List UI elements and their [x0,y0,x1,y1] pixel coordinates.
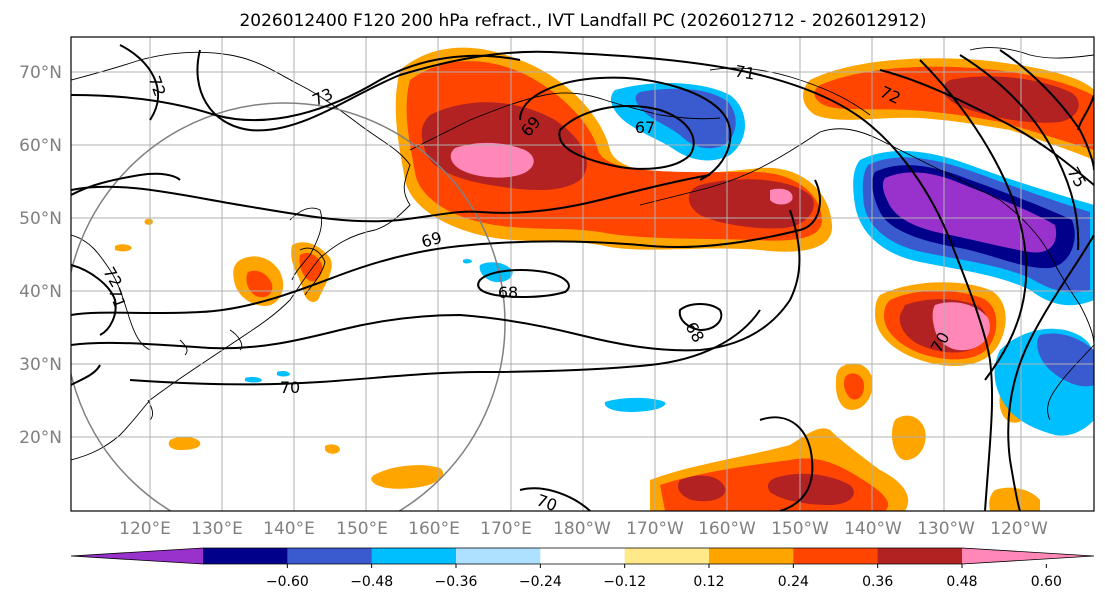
colorbar-tick-label: −0.36 [435,574,478,590]
colorbar-tick-label: 0.36 [862,574,893,590]
lon-label: 160°W [698,519,756,539]
colorbar-extend-max [962,548,1094,564]
negative-anomaly-fields [245,83,1094,436]
lat-label: 60°N [19,136,62,156]
contour-line [71,174,711,223]
colorbar-swatch [624,548,710,564]
colorbar-tick-label: −0.12 [603,574,646,590]
contour-line [477,269,570,298]
colorbar-tick-label: 0.12 [693,574,724,590]
contour-line [71,179,821,316]
contour-line [71,209,801,352]
lon-label: 140°W [844,519,902,539]
lat-label: 30°N [19,355,62,375]
colorbar-swatch [540,548,626,564]
contour-label: 67 [635,118,655,137]
lon-label: 140°E [263,519,315,539]
longitude-labels: 120°E 130°E 140°E 150°E 160°E 170°E 180°… [119,519,1048,539]
contour-label: 68 [498,283,518,302]
lon-label: 150°E [336,519,388,539]
lon-label: 120°E [119,519,171,539]
lon-label: 170°W [626,519,684,539]
contour-line [71,364,101,386]
lon-label: 120°W [990,519,1048,539]
lat-label: 40°N [19,282,62,302]
lon-label: 130°W [917,519,975,539]
colorbar-tick-label: 0.24 [778,574,809,590]
contour-line [759,416,814,511]
contour-label: 69 [419,228,444,252]
lon-label: 160°E [408,519,460,539]
contour-line [919,59,1028,381]
lon-label: 180°W [553,519,611,539]
contour-line [678,303,723,332]
colorbar-swatch [793,548,879,564]
contour-label: 71 [733,61,756,83]
contour-line [558,105,695,170]
lon-label: 150°W [771,519,829,539]
colorbar-swatch [709,548,794,564]
contour-line [71,54,521,122]
lon-label: 170°E [480,519,532,539]
colorbar-swatch [287,548,373,564]
map-border [70,36,1095,512]
contour-line [129,309,761,386]
colorbar-outline [70,547,1095,565]
lon-label: 130°E [191,519,243,539]
colorbar-tick-label: −0.24 [519,574,562,590]
map-content: 73 72 71 72 75 69 69 67 68 68 70 70 72 7… [71,37,1094,515]
contour-line [71,264,117,336]
map-title: 2026012400 F120 200 hPa refract., IVT La… [239,11,926,31]
colorbar-tick-label: 0.48 [946,574,977,590]
colorbar-tick-label: −0.60 [266,574,309,590]
colorbar-swatch [203,548,288,564]
colorbar: −0.60 −0.48 −0.36 −0.24 −0.12 0.12 0.24 0.36 0.4… [70,547,1095,590]
contour-line [1077,94,1094,131]
colorbar-swatch [877,548,963,564]
latitude-labels: 70°N 60°N 50°N 40°N 30°N 20°N [19,63,62,448]
contour-line [879,69,1094,186]
colorbar-tick-label: 0.60 [1031,574,1062,590]
contour-line [119,44,160,121]
contour-line [999,49,1094,171]
lat-label: 50°N [19,209,62,229]
colorbar-tick-label: −0.48 [350,574,393,590]
contour-label: 70 [534,490,560,515]
contour-line [959,54,1080,251]
refractivity-contours [71,44,1094,511]
influence-radius-circle [71,102,506,511]
contour-line [196,49,994,511]
contour-line [519,487,591,511]
lat-label: 70°N [19,63,62,83]
contour-line [519,76,732,181]
colorbar-swatch [456,548,541,564]
contour-line [71,172,181,196]
lat-label: 20°N [19,428,62,448]
contour-line [1007,234,1094,511]
contour-label: 70 [280,378,300,397]
colorbar-extend-min [71,548,203,564]
colorbar-swatch [371,548,457,564]
